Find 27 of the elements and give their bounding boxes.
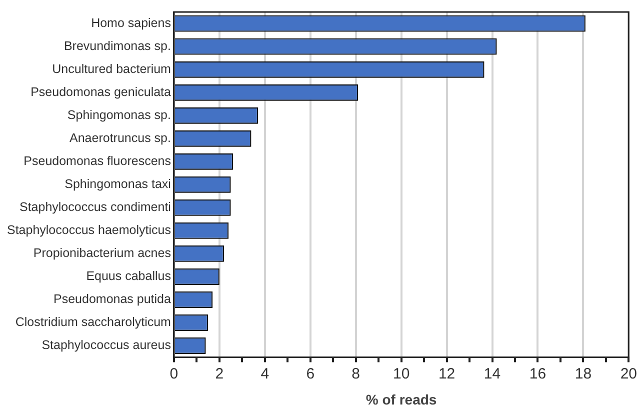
x-tick-label: 12 bbox=[438, 365, 456, 382]
y-tick-label: Staphylococcus condimenti bbox=[19, 200, 171, 214]
y-tick-label: Staphylococcus aureus bbox=[42, 338, 171, 352]
y-tick-label: Propionibacterium acnes bbox=[33, 246, 171, 260]
x-tick-label: 0 bbox=[170, 365, 178, 382]
y-tick-label: Homo sapiens bbox=[91, 16, 171, 30]
x-tick-label: 18 bbox=[574, 365, 592, 382]
x-tick-label: 10 bbox=[392, 365, 410, 382]
y-tick-label: Sphingomonas sp. bbox=[67, 108, 171, 122]
x-axis-title: % of reads bbox=[366, 391, 437, 408]
y-tick-label: Pseudomonas fluorescens bbox=[24, 154, 171, 168]
y-tick-label: Anaerotruncus sp. bbox=[70, 131, 171, 146]
y-tick-label: Uncultured bacterium bbox=[52, 62, 171, 76]
x-tick-label: 8 bbox=[352, 365, 360, 382]
x-tick-label: 2 bbox=[215, 365, 224, 382]
y-tick-label: Sphingomonas taxi bbox=[64, 177, 171, 192]
x-tick-label: 4 bbox=[260, 365, 270, 382]
x-tick-label: 16 bbox=[529, 365, 546, 382]
y-tick-label: Pseudomonas geniculata bbox=[30, 85, 172, 99]
x-tick-label: 20 bbox=[620, 365, 637, 382]
x-tick-label: 6 bbox=[306, 365, 315, 382]
y-tick-label: Pseudomonas putida bbox=[54, 292, 172, 306]
y-tick-label: Equus caballus bbox=[86, 269, 171, 284]
x-tick-label: 14 bbox=[484, 365, 501, 382]
y-tick-label: Staphylococcus haemolyticus bbox=[6, 223, 171, 238]
y-tick-label: Clostridium saccharolyticum bbox=[15, 315, 171, 330]
y-tick-label: Brevundimonas sp. bbox=[64, 38, 171, 53]
